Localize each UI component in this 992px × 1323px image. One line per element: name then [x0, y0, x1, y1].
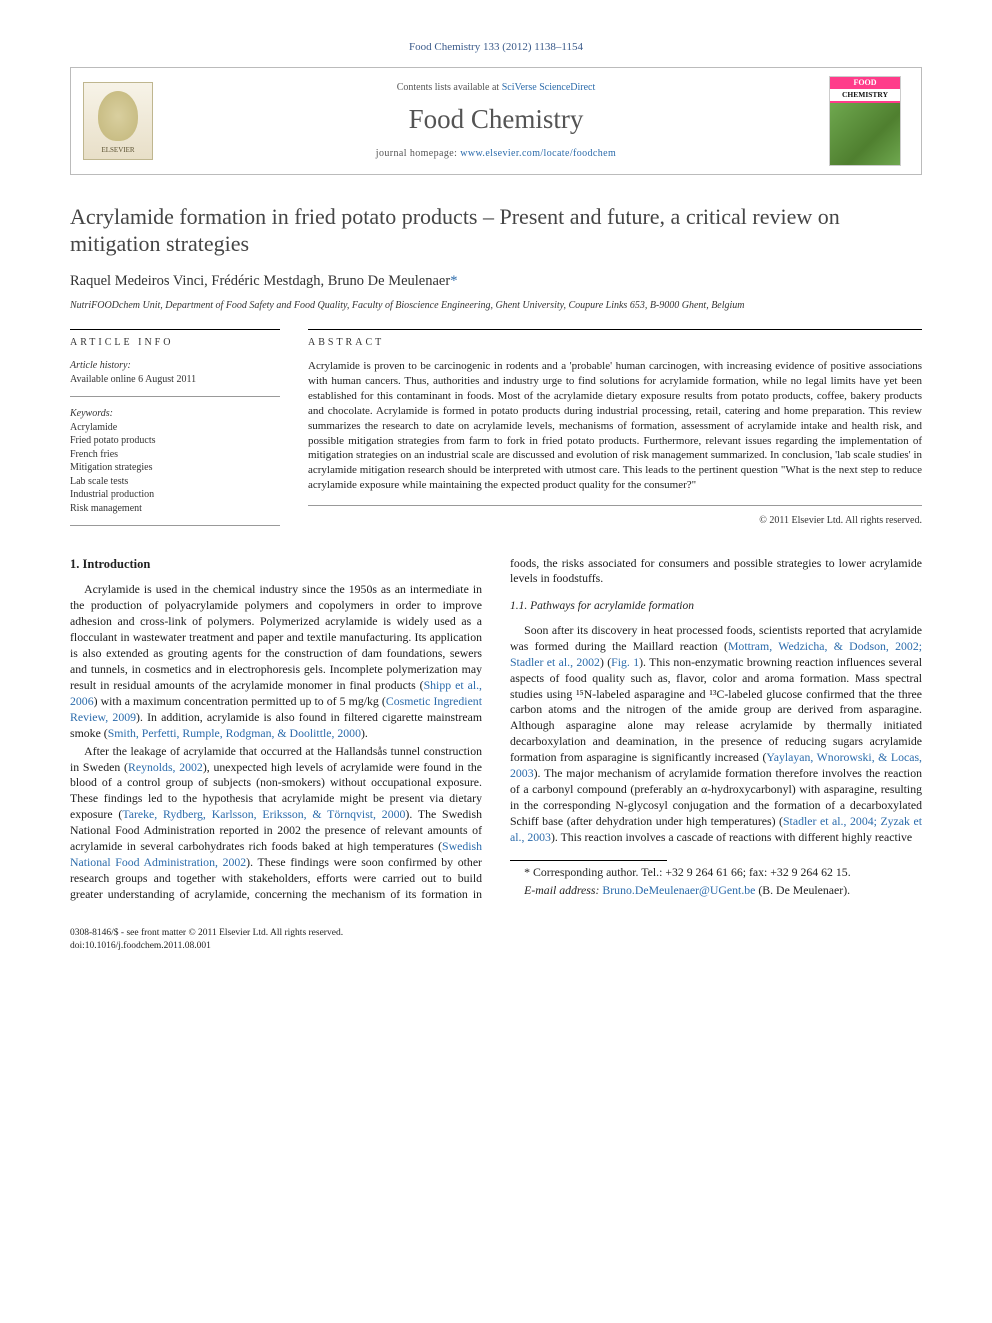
keyword: French fries — [70, 449, 118, 460]
footer-left: 0308-8146/$ - see front matter © 2011 El… — [70, 927, 343, 953]
paragraph: Soon after its discovery in heat process… — [510, 623, 922, 846]
email-footnote: E-mail address: Bruno.DeMeulenaer@UGent.… — [510, 883, 922, 899]
homepage-line: journal homepage: www.elsevier.com/locat… — [175, 147, 817, 161]
text-run: ) ( — [600, 655, 611, 669]
citation-link[interactable]: Reynolds, 2002 — [128, 760, 203, 774]
subsection-heading-pathways: 1.1. Pathways for acrylamide formation — [510, 599, 922, 615]
text-run: ). This non-enzymatic browning reaction … — [510, 655, 922, 765]
abstract-column: ABSTRACT Acrylamide is proven to be carc… — [308, 329, 922, 528]
authors: Raquel Medeiros Vinci, Frédéric Mestdagh… — [70, 272, 922, 292]
elsevier-label: ELSEVIER — [101, 146, 134, 155]
text-run: ). — [361, 726, 368, 740]
text-run: ). This reaction involves a cascade of r… — [551, 830, 912, 844]
keyword: Fried potato products — [70, 435, 156, 446]
abstract-text: Acrylamide is proven to be carcinogenic … — [308, 359, 922, 506]
corresponding-footnote: * Corresponding author. Tel.: +32 9 264 … — [510, 865, 922, 881]
history-date: Available online 6 August 2011 — [70, 374, 196, 385]
elsevier-logo: ELSEVIER — [83, 82, 153, 160]
journal-name: Food Chemistry — [175, 101, 817, 137]
keyword: Mitigation strategies — [70, 462, 153, 473]
abstract-copyright: © 2011 Elsevier Ltd. All rights reserved… — [308, 514, 922, 528]
journal-banner: ELSEVIER Contents lists available at Sci… — [70, 67, 922, 175]
paragraph: Acrylamide is used in the chemical indus… — [70, 582, 482, 741]
keyword: Acrylamide — [70, 422, 117, 433]
journal-cover-thumb: FOOD CHEMISTRY — [829, 76, 901, 166]
section-heading-intro: 1. Introduction — [70, 556, 482, 573]
article-history: Article history: Available online 6 Augu… — [70, 359, 280, 397]
homepage-prefix: journal homepage: — [376, 148, 460, 159]
article-info-column: ARTICLE INFO Article history: Available … — [70, 329, 280, 528]
contents-prefix: Contents lists available at — [397, 82, 502, 93]
journal-reference: Food Chemistry 133 (2012) 1138–1154 — [70, 40, 922, 55]
corresponding-marker[interactable]: * — [450, 273, 457, 289]
doi: doi:10.1016/j.foodchem.2011.08.001 — [70, 941, 211, 951]
abstract-heading: ABSTRACT — [308, 329, 922, 350]
banner-center: Contents lists available at SciVerse Sci… — [175, 81, 817, 160]
cover-line1: FOOD — [830, 77, 900, 89]
email-label: E-mail address: — [524, 883, 599, 897]
front-matter: 0308-8146/$ - see front matter © 2011 El… — [70, 928, 343, 938]
keyword: Lab scale tests — [70, 476, 128, 487]
text-run: ) with a maximum concentration permitted… — [94, 694, 386, 708]
text-run: Acrylamide is used in the chemical indus… — [70, 582, 482, 692]
citation-link[interactable]: Tareke, Rydberg, Karlsson, Eriksson, & T… — [122, 807, 405, 821]
footnote-rule — [510, 860, 667, 861]
email-tail: (B. De Meulenaer). — [755, 883, 850, 897]
page-footer: 0308-8146/$ - see front matter © 2011 El… — [70, 927, 922, 953]
citation-link[interactable]: Smith, Perfetti, Rumple, Rodgman, & Dool… — [108, 726, 361, 740]
contents-line: Contents lists available at SciVerse Sci… — [175, 81, 817, 95]
authors-list: Raquel Medeiros Vinci, Frédéric Mestdagh… — [70, 273, 450, 289]
figure-link[interactable]: Fig. 1 — [611, 655, 639, 669]
history-label: Article history: — [70, 360, 131, 371]
article-info-heading: ARTICLE INFO — [70, 329, 280, 350]
sciencedirect-link[interactable]: SciVerse ScienceDirect — [502, 82, 596, 93]
keyword: Industrial production — [70, 489, 154, 500]
homepage-link[interactable]: www.elsevier.com/locate/foodchem — [460, 148, 616, 159]
keywords-label: Keywords: — [70, 408, 113, 419]
article-title: Acrylamide formation in fried potato pro… — [70, 203, 922, 258]
keyword: Risk management — [70, 503, 142, 514]
email-link[interactable]: Bruno.DeMeulenaer@UGent.be — [602, 883, 755, 897]
cover-line2: CHEMISTRY — [830, 89, 900, 103]
keywords-block: Keywords: Acrylamide Fried potato produc… — [70, 407, 280, 526]
affiliation: NutriFOODchem Unit, Department of Food S… — [70, 299, 922, 313]
footnote-block: * Corresponding author. Tel.: +32 9 264 … — [510, 860, 922, 899]
cover-image — [830, 103, 900, 165]
body-columns: 1. Introduction Acrylamide is used in th… — [70, 556, 922, 903]
